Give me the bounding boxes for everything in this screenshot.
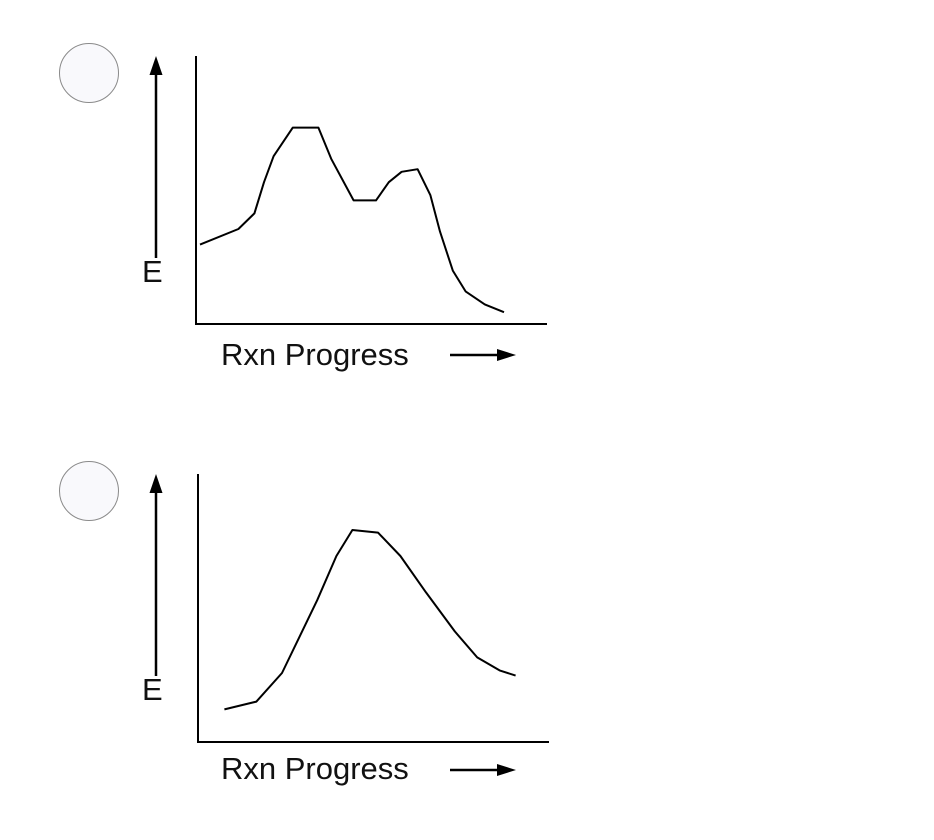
radio-button-option-2[interactable]	[59, 461, 119, 521]
progress-arrowhead	[497, 349, 516, 361]
energy-axis-label: E	[142, 672, 163, 707]
radio-button-option-1[interactable]	[59, 43, 119, 103]
reaction-progress-label: Rxn Progress	[221, 337, 409, 372]
energy-diagram-2: E Rxn Progress	[142, 474, 549, 786]
reaction-progress-label: Rxn Progress	[221, 751, 409, 786]
energy-axis-arrowhead	[149, 56, 163, 75]
energy-axis-label: E	[142, 254, 163, 289]
energy-axis-arrowhead	[149, 474, 163, 493]
energy-curve	[199, 126, 505, 314]
answer-option-2[interactable]: E Rxn Progress	[0, 418, 934, 818]
answer-option-1[interactable]: E Rxn Progress	[0, 0, 934, 400]
energy-curve	[224, 529, 516, 711]
progress-arrowhead	[497, 764, 516, 776]
energy-diagram-1: E Rxn Progress	[142, 56, 547, 372]
